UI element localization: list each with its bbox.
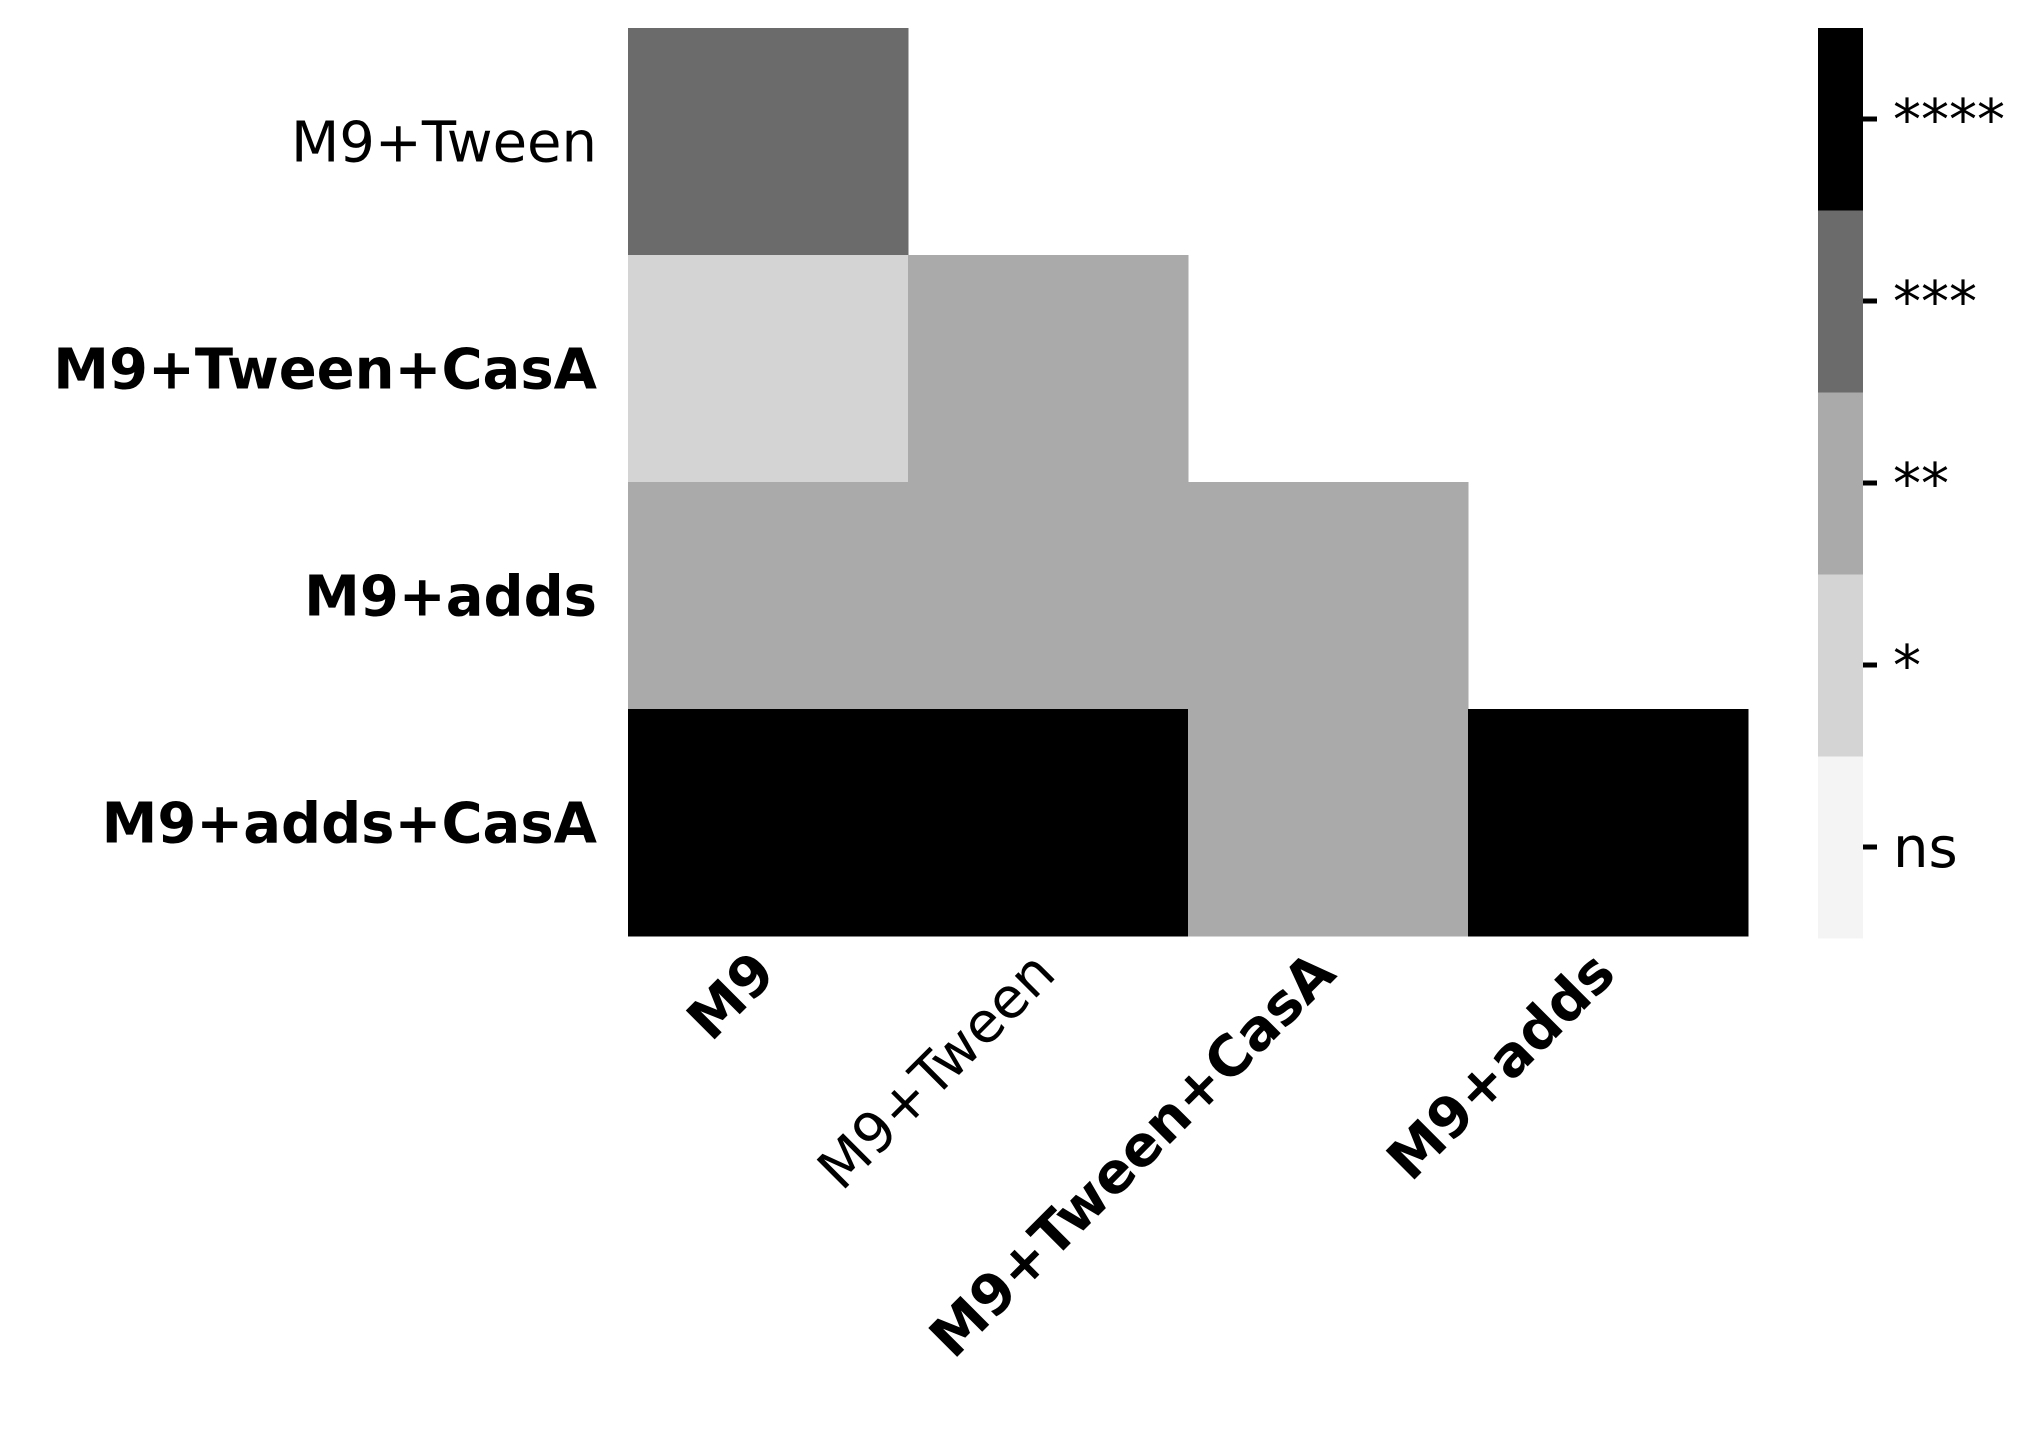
heatmap-cell xyxy=(628,709,909,937)
x-tick-label: M9+Tween xyxy=(806,940,1068,1202)
colorbar-segment xyxy=(1818,756,1863,939)
heatmap-cell xyxy=(908,255,1189,483)
colorbar: ns********** xyxy=(1818,28,2005,939)
colorbar-tick-label: **** xyxy=(1893,88,2005,153)
y-tick-label: M9+adds xyxy=(304,565,597,630)
y-tick-label: M9+Tween xyxy=(291,111,597,176)
colorbar-segment xyxy=(1818,210,1863,393)
heatmap-cell xyxy=(908,482,1189,710)
colorbar-tick-label: ** xyxy=(1893,452,1949,517)
x-tick-label: M9+adds xyxy=(1375,940,1628,1193)
colorbar-tick-label: * xyxy=(1893,634,1921,699)
x-tick-label: M9 xyxy=(675,940,788,1053)
y-tick-label: M9+Tween+CasA xyxy=(53,338,597,403)
heatmap-cell xyxy=(1188,482,1469,710)
y-axis-tick-labels: M9+Tween M9+Tween+CasA M9+adds M9+adds+CasA xyxy=(53,111,597,857)
colorbar-segment xyxy=(1818,392,1863,575)
y-tick-label: M9+adds+CasA xyxy=(102,792,598,857)
colorbar-segment xyxy=(1818,28,1863,211)
heatmap-cell xyxy=(628,255,909,483)
heatmap-cell xyxy=(628,482,909,710)
heatmap-cell xyxy=(908,709,1189,937)
colorbar-tick-label: *** xyxy=(1893,270,1977,335)
colorbar-segment xyxy=(1818,574,1863,757)
heatmap-cell xyxy=(1468,709,1749,937)
heatmap-cell xyxy=(628,28,909,256)
heatmap-cell xyxy=(1188,709,1469,937)
colorbar-tick-label: ns xyxy=(1893,816,1958,881)
heatmap-cells xyxy=(628,28,1749,937)
